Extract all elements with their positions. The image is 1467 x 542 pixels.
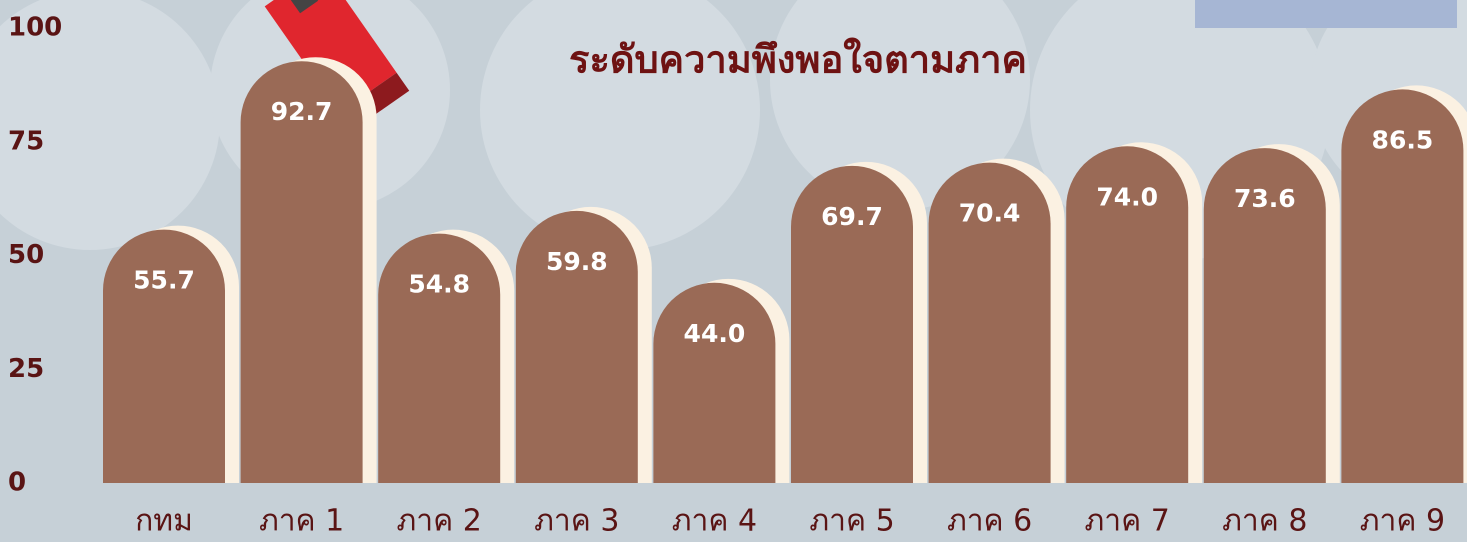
decoration-box: [1195, 0, 1457, 28]
x-tick-label: ภาค 4: [672, 504, 757, 539]
value-label: 92.7: [271, 97, 333, 126]
value-label: 70.4: [959, 199, 1021, 228]
value-label: 59.8: [546, 247, 608, 276]
chart: ระดับความพึงพอใจตามภาค 0 25 50 75 100 กทม 55.7…: [0, 0, 1467, 542]
y-tick-label: 25: [8, 354, 44, 384]
page: {"chart_data": {"type": "bar", "title": …: [0, 0, 1467, 542]
x-tick-label: ภาค 2: [397, 504, 482, 539]
x-tick-label: ภาค 6: [947, 504, 1032, 539]
y-tick-label: 100: [8, 13, 62, 43]
chart-title: ระดับความพึงพอใจตามภาค: [569, 38, 1027, 82]
x-tick-label: ภาค 9: [1360, 504, 1445, 539]
x-tick-label: ภาค 1: [259, 504, 344, 539]
value-label: 54.8: [408, 270, 470, 299]
y-tick-label: 0: [8, 468, 26, 498]
x-tick-label: ภาค 5: [809, 504, 894, 539]
value-label: 44.0: [684, 319, 746, 348]
x-tick-label: ภาค 8: [1222, 504, 1307, 539]
value-label: 69.7: [821, 202, 883, 231]
x-tick-label: ภาค 7: [1085, 504, 1170, 539]
value-label: 55.7: [133, 266, 195, 295]
y-tick-label: 75: [8, 126, 44, 156]
value-label: 73.6: [1234, 184, 1296, 213]
value-label: 86.5: [1372, 125, 1434, 154]
bar: [653, 283, 775, 483]
x-tick-label: กทม: [135, 504, 193, 539]
x-tick-label: ภาค 3: [534, 504, 619, 539]
y-tick-label: 50: [8, 240, 44, 270]
value-label: 74.0: [1096, 182, 1158, 211]
